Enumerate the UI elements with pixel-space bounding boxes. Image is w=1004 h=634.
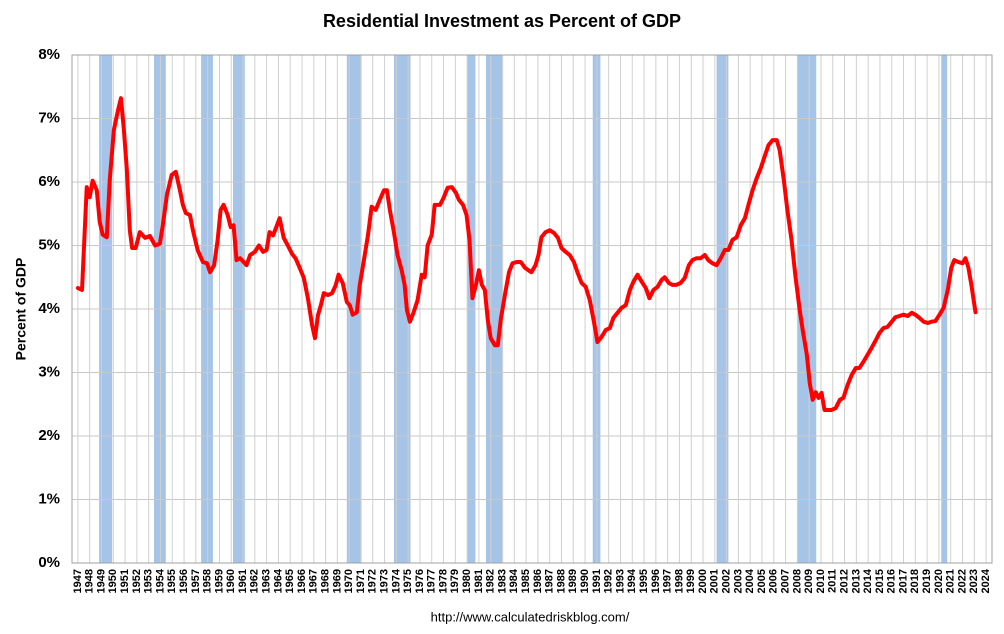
x-tick-label: 1962: [249, 569, 261, 593]
x-tick-label: 2014: [862, 568, 874, 593]
x-tick-label: 2020: [933, 569, 945, 593]
x-tick-label: 1978: [437, 569, 449, 593]
x-tick-label: 1956: [178, 569, 190, 593]
x-tick-label: 1991: [591, 569, 603, 593]
y-tick-label: 2%: [38, 427, 60, 444]
source-note: http://www.calculatedriskblog.com/: [431, 609, 630, 624]
x-tick-label: 1999: [685, 569, 697, 593]
grid: [71, 54, 993, 564]
x-tick-label: 1960: [225, 569, 237, 593]
x-tick-label: 1984: [508, 568, 520, 593]
x-tick-label: 1975: [402, 569, 414, 593]
x-tick-label: 1959: [213, 569, 225, 593]
x-tick-label: 1955: [166, 569, 178, 593]
x-tick-label: 1949: [95, 569, 107, 593]
x-tick-label: 1958: [202, 569, 214, 593]
x-tick-label: 2013: [850, 569, 862, 593]
x-tick-label: 1968: [319, 569, 331, 593]
x-tick-label: 1992: [603, 569, 615, 593]
x-tick-label: 1976: [414, 569, 426, 593]
x-tick-label: 1989: [567, 569, 579, 593]
x-tick-label: 1954: [154, 568, 166, 593]
x-tick-label: 1981: [473, 569, 485, 593]
x-tick-label: 1965: [284, 569, 296, 593]
x-tick-label: 2001: [709, 569, 721, 593]
x-tick-label: 2021: [945, 569, 957, 593]
x-tick-label: 1970: [343, 569, 355, 593]
y-tick-label: 1%: [38, 490, 60, 507]
y-tick-label: 8%: [38, 46, 60, 63]
x-tick-label: 2003: [732, 569, 744, 593]
x-tick-label: 2016: [886, 569, 898, 593]
x-tick-label: 1995: [638, 569, 650, 593]
x-tick-label: 1990: [579, 569, 591, 593]
chart-title: Residential Investment as Percent of GDP: [323, 11, 681, 31]
x-tick-label: 1998: [673, 569, 685, 593]
x-tick-label: 1948: [84, 569, 96, 593]
x-tick-label: 1994: [626, 568, 638, 593]
x-tick-label: 1979: [449, 569, 461, 593]
x-tick-label: 1969: [331, 569, 343, 593]
y-tick-label: 0%: [38, 554, 60, 571]
x-tick-label: 2011: [827, 569, 839, 593]
x-tick-label: 2017: [897, 569, 909, 593]
x-tick-label: 1988: [555, 569, 567, 593]
x-tick-label: 1964: [272, 568, 284, 593]
x-tick-label: 2019: [921, 569, 933, 593]
x-tick-label: 1986: [532, 569, 544, 593]
x-tick-label: 1953: [143, 569, 155, 593]
x-tick-label: 1977: [426, 569, 438, 593]
x-tick-label: 2006: [768, 569, 780, 593]
y-axis-label: Percent of GDP: [13, 258, 29, 361]
x-tick-label: 2012: [838, 569, 850, 593]
x-tick-label: 1951: [119, 569, 131, 593]
x-tick-label: 1974: [390, 568, 402, 593]
x-tick-label: 2022: [956, 569, 968, 593]
x-tick-label: 2018: [909, 569, 921, 593]
y-tick-label: 4%: [38, 300, 60, 317]
plot-border: [71, 54, 993, 564]
x-tick-label: 2024: [980, 568, 992, 593]
x-tick-label: 2010: [815, 569, 827, 593]
x-tick-label: 1966: [296, 569, 308, 593]
x-tick-label: 1982: [485, 569, 497, 593]
y-tick-label: 3%: [38, 363, 60, 380]
x-tick-label: 2009: [803, 569, 815, 593]
x-tick-label: 2023: [968, 569, 980, 593]
x-tick-label: 1967: [308, 569, 320, 593]
x-tick-label: 1996: [650, 569, 662, 593]
x-tick-label: 1993: [614, 569, 626, 593]
tick-labels: 0%1%2%3%4%5%6%7%8%1947 1948 1949 1950 1951 19…: [38, 46, 992, 594]
x-tick-label: 1985: [520, 569, 532, 593]
data-line: [75, 96, 978, 412]
y-tick-label: 5%: [38, 236, 60, 253]
x-tick-label: 2002: [721, 569, 733, 593]
x-tick-label: 1961: [237, 569, 249, 593]
y-tick-label: 7%: [38, 109, 60, 126]
x-tick-label: 1997: [662, 569, 674, 593]
x-tick-label: 1950: [107, 569, 119, 593]
x-tick-label: 1952: [131, 569, 143, 593]
x-tick-label: 1963: [261, 569, 273, 593]
x-tick-label: 1987: [544, 569, 556, 593]
x-tick-label: 1980: [461, 569, 473, 593]
x-tick-label: 2004: [744, 568, 756, 593]
x-tick-label: 2015: [874, 569, 886, 593]
x-tick-label: 1971: [355, 569, 367, 593]
x-tick-label: 2007: [779, 569, 791, 593]
x-tick-label: 1947: [72, 569, 84, 593]
x-tick-label: 1957: [190, 569, 202, 593]
x-tick-label: 2000: [697, 569, 709, 593]
x-tick-label: 1973: [378, 569, 390, 593]
series: [75, 96, 978, 412]
x-tick-label: 2008: [791, 569, 803, 593]
x-tick-label: 2005: [756, 569, 768, 593]
x-tick-label: 1972: [367, 569, 379, 593]
x-tick-label: 1983: [496, 569, 508, 593]
y-tick-label: 6%: [38, 173, 60, 190]
